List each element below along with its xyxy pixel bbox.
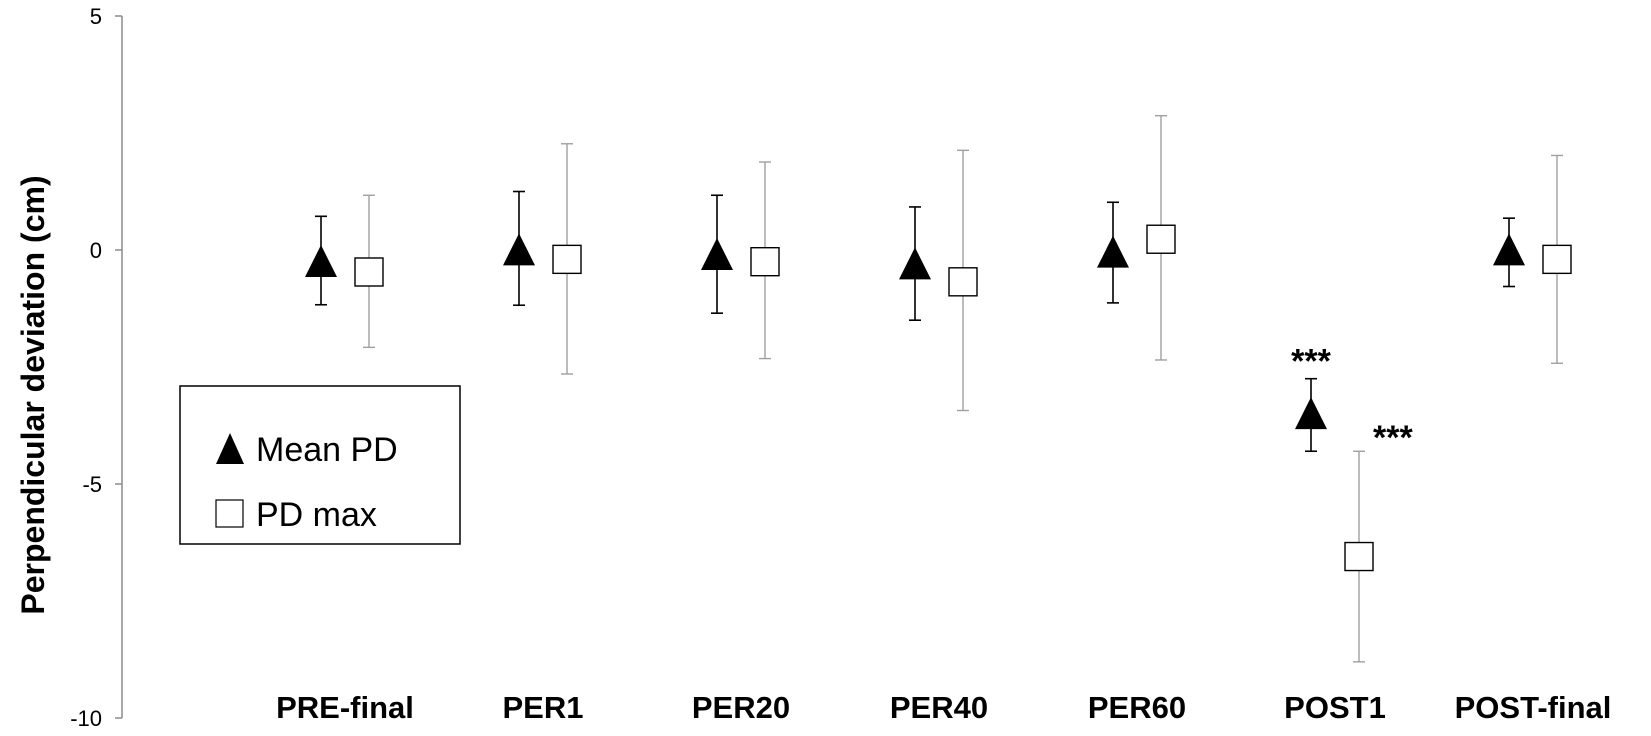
x-category-label: PER60 [1088,690,1186,725]
data-point-square [1146,224,1176,254]
y-tick-label: 0 [90,238,102,263]
labels: 5 0 -5 -10 PRE-final PER1 PER20 PER40 PER60 POST1… [70,4,1611,731]
y-tick-label: 5 [90,4,102,29]
data-point-square [1542,244,1572,275]
legend: Mean PD PD max [179,385,461,545]
legend-square-icon [215,499,244,528]
x-category-label: PER40 [890,690,988,725]
significance-annotation: *** [1291,343,1331,381]
legend-label-pd-max: PD max [256,496,377,534]
x-category-label: PER20 [692,690,790,725]
y-tick-label: -5 [82,472,102,497]
data-point-triangle [305,245,337,278]
data-point-square [354,257,384,287]
y-tick-label: -10 [70,706,102,731]
data-point-square [552,244,582,275]
data-point-triangle [1295,397,1327,430]
data-point-triangle [503,233,535,266]
data-point-triangle [899,247,931,280]
x-category-label: POST-final [1455,690,1612,725]
legend-triangle-icon [216,433,244,464]
legend-label-mean-pd: Mean PD [256,431,398,469]
data-point-square [1344,541,1374,572]
axes [115,15,123,719]
data-point-triangle [1097,235,1129,268]
markers [305,224,1572,572]
data-point-triangle [1493,233,1525,266]
error-bars [315,114,1563,663]
data-point-square [948,267,978,297]
x-category-label: POST1 [1284,690,1386,725]
data-point-square [750,246,780,277]
x-category-label: PRE-final [276,690,414,725]
significance-annotation: *** [1373,419,1413,457]
y-axis-label: Perpendicular deviation (cm) [15,175,51,614]
x-category-label: PER1 [503,690,584,725]
data-point-triangle [701,238,733,271]
